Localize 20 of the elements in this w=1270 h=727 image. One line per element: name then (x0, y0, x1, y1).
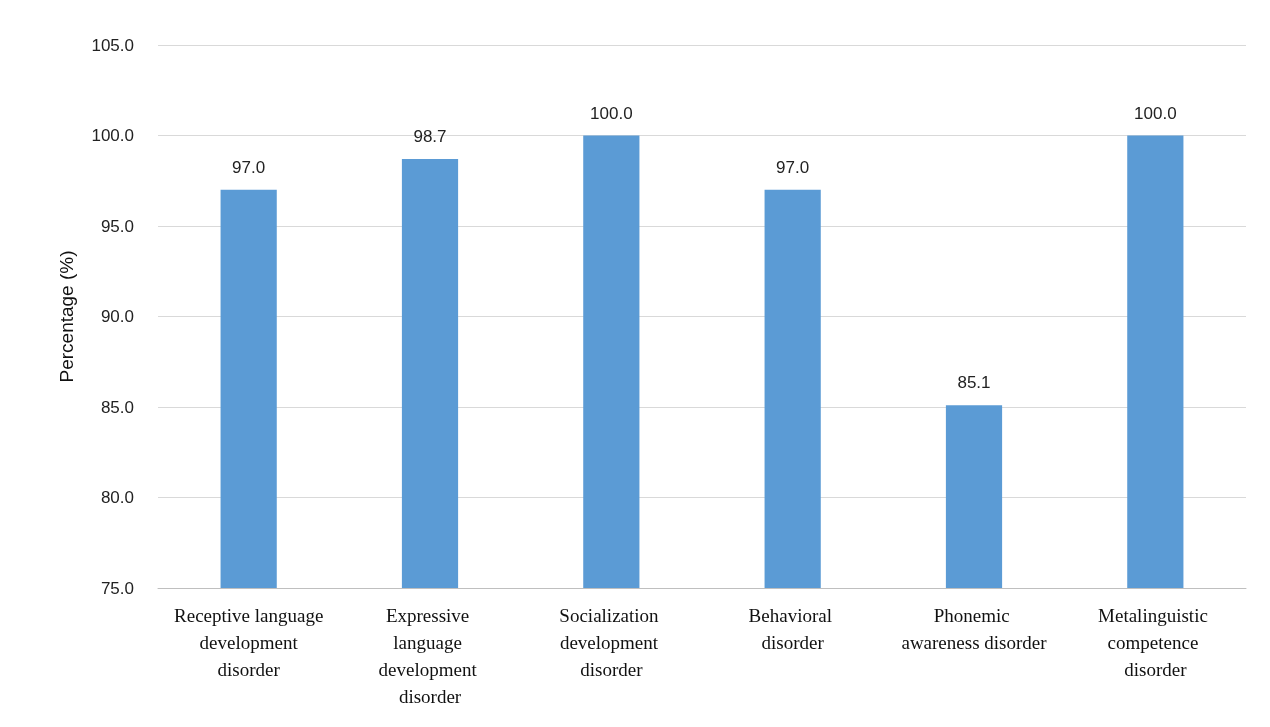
x-tick-label: Metalinguistic competence disorder (1098, 605, 1213, 680)
y-tick-label: 100.0 (91, 126, 134, 145)
data-label: 97.0 (232, 157, 266, 177)
y-tick-label: 105.0 (91, 35, 134, 55)
y-tick-label: 85.0 (100, 397, 134, 417)
y-tick-label: 80.0 (100, 488, 134, 507)
x-tick-label: Behavioral disorder (748, 605, 837, 653)
data-label: 85.1 (957, 373, 991, 393)
x-tick-label: Expressive language development disorder (378, 605, 482, 707)
data-label: 100.0 (590, 103, 633, 123)
y-tick-label: 75.0 (100, 578, 134, 598)
y-tick-label: 95.0 (100, 216, 134, 236)
y-tick-label: 90.0 (100, 307, 134, 326)
data-label: 98.7 (413, 127, 447, 147)
data-label: 100.0 (1134, 103, 1177, 123)
x-tick-label: Receptive language development disorder (174, 605, 324, 680)
data-label: 97.0 (776, 157, 810, 177)
y-axis-title: Percentage (%) (56, 250, 77, 383)
x-tick-label: Phonemic awareness disorder (901, 605, 1048, 653)
x-tick-label: Socialization development disorder (559, 605, 664, 680)
